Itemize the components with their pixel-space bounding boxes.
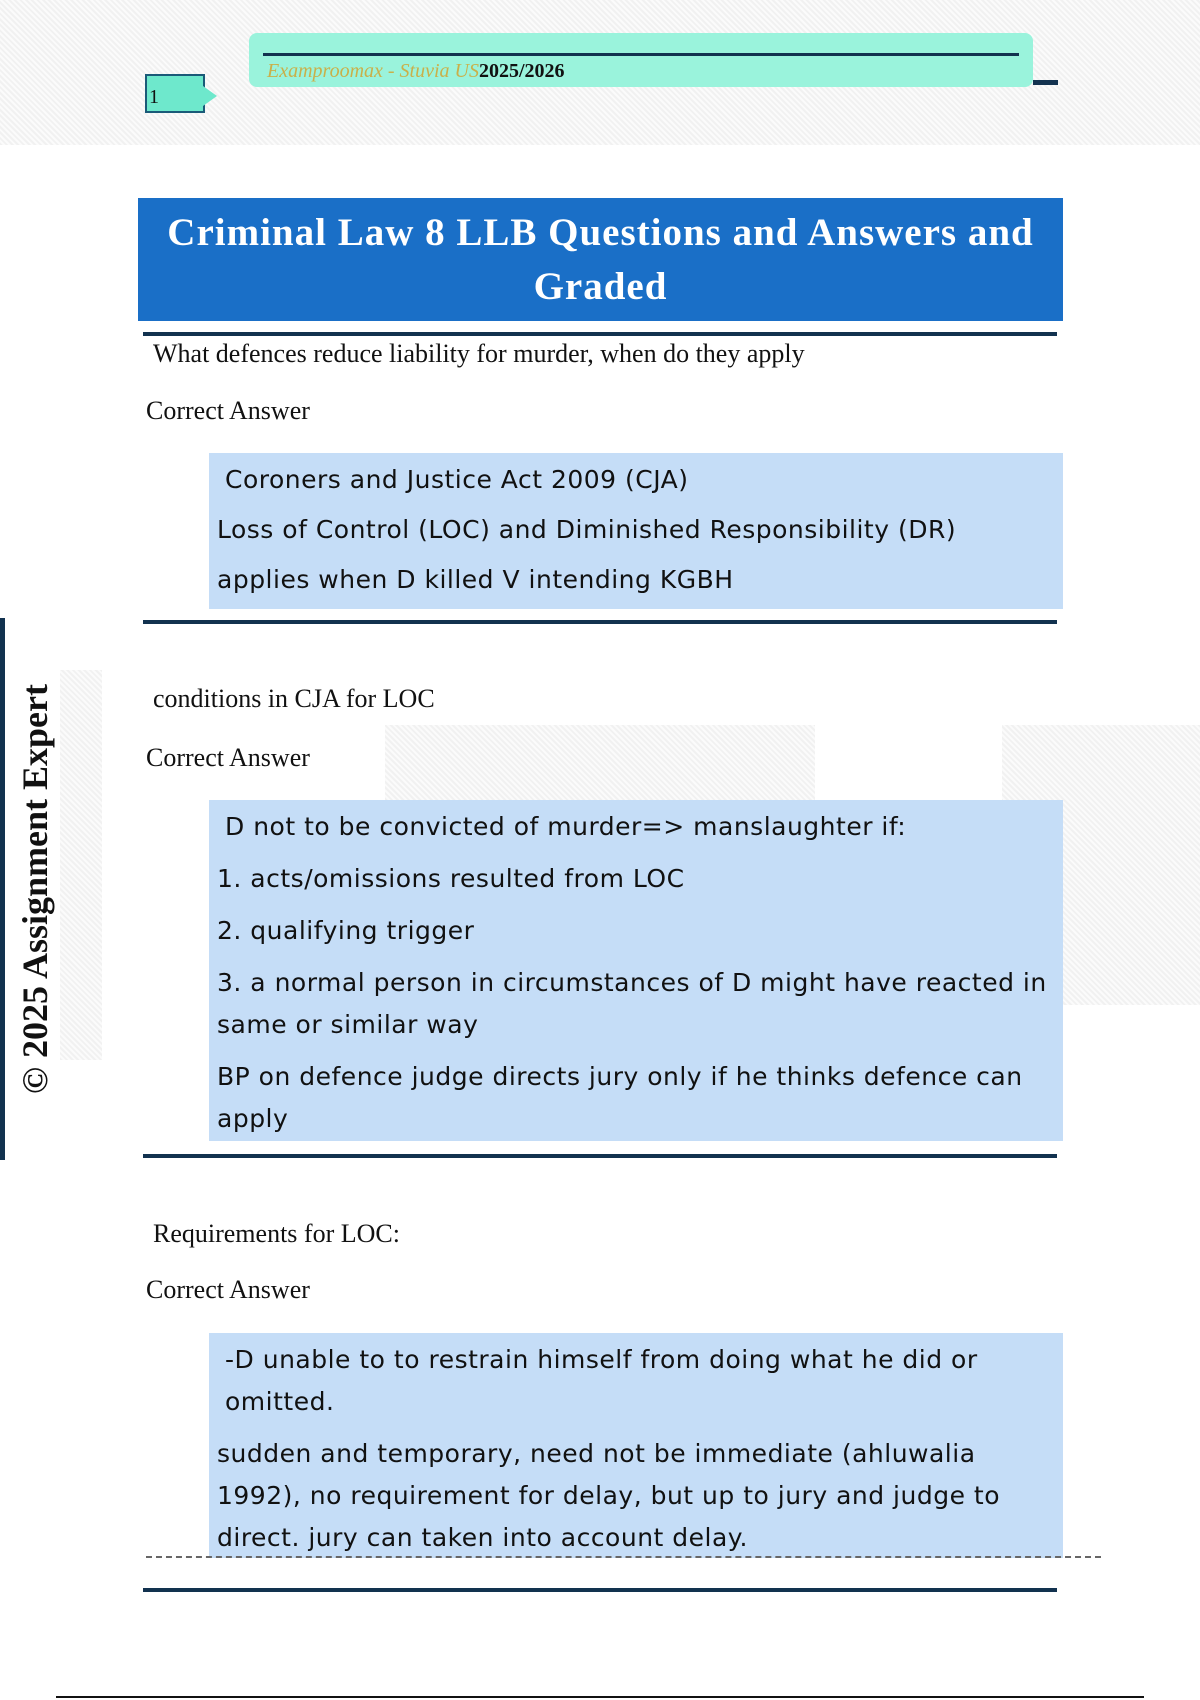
answer-line: 2. qualifying trigger (217, 916, 475, 945)
watermark: © 2025 Assignment Expert (10, 650, 60, 1128)
page-bottom-line (56, 1696, 1144, 1698)
answer-line: 1. acts/omissions resulted from LOC (217, 864, 685, 893)
divider (143, 620, 1057, 624)
divider (143, 1588, 1057, 1592)
header-rule-tail (1033, 80, 1058, 85)
answer-box: -D unable to to restrain himself from do… (209, 1333, 1063, 1558)
answer-line: D not to be convicted of murder=> mansla… (225, 812, 907, 841)
answer-box: D not to be convicted of murder=> mansla… (209, 800, 1063, 1141)
correct-answer-label: Correct Answer (146, 1275, 310, 1304)
correct-answer-label: Correct Answer (146, 743, 310, 772)
page-title: Criminal Law 8 LLB Questions and Answers… (138, 198, 1063, 321)
answer-line: BP on defence judge directs jury only if… (217, 1062, 1023, 1133)
answer-line: Loss of Control (LOC) and Diminished Res… (217, 515, 957, 544)
header-brand: Examproomax - Stuvia US (267, 60, 479, 82)
answer-line: sudden and temporary, need not be immedi… (217, 1439, 1001, 1552)
answer-line: applies when D killed V intending KGBH (217, 565, 734, 594)
correct-answer-label: Correct Answer (146, 396, 310, 425)
hatch-pattern (385, 725, 815, 800)
answer-line: Coroners and Justice Act 2009 (CJA) (225, 465, 689, 494)
question: What defences reduce liability for murde… (153, 339, 805, 368)
dashed-divider (146, 1556, 1101, 1558)
arrow-icon (203, 86, 217, 106)
header-year: 2025/2026 (479, 60, 565, 82)
answer-line: -D unable to to restrain himself from do… (225, 1345, 978, 1416)
divider (143, 332, 1057, 336)
answer-box: Coroners and Justice Act 2009 (CJA) Loss… (209, 453, 1063, 609)
watermark-bar (0, 618, 5, 1160)
header-banner: Examproomax - Stuvia US2025/2026 (249, 33, 1033, 87)
header-rule (263, 53, 1019, 56)
question: Requirements for LOC: (153, 1219, 400, 1248)
answer-line: 3. a normal person in circumstances of D… (217, 968, 1047, 1039)
page-number: 1 (149, 86, 159, 108)
question: conditions in CJA for LOC (153, 684, 435, 713)
page-number-tab: 1 (145, 74, 205, 113)
watermark-text: © 2025 Assignment Expert (15, 684, 55, 1094)
hatch-pattern (60, 670, 102, 1060)
divider (143, 1154, 1057, 1158)
